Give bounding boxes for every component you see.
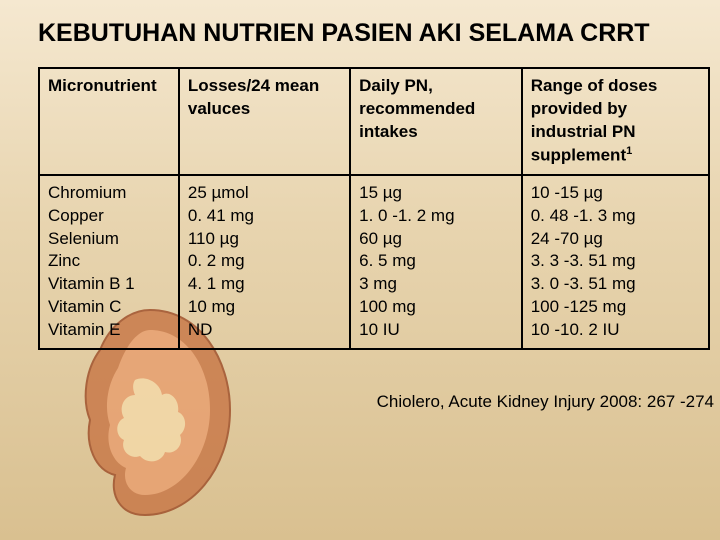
nutrient-table: Micronutrient Losses/24 mean valuces Dai… bbox=[38, 67, 710, 350]
header-daily-pn: Daily PN, recommended intakes bbox=[350, 68, 522, 174]
cell-micronutrient: ChromiumCopperSeleniumZincVitamin B 1Vit… bbox=[39, 175, 179, 350]
header-losses: Losses/24 mean valuces bbox=[179, 68, 350, 174]
cell-daily-pn: 15 µg1. 0 -1. 2 mg60 µg6. 5 mg3 mg100 mg… bbox=[350, 175, 522, 350]
table-header-row: Micronutrient Losses/24 mean valuces Dai… bbox=[39, 68, 709, 174]
citation-text: Chiolero, Acute Kidney Injury 2008: 267 … bbox=[377, 392, 714, 412]
slide-title: KEBUTUHAN NUTRIEN PASIEN AKI SELAMA CRRT bbox=[38, 18, 696, 49]
table-data-row: ChromiumCopperSeleniumZincVitamin B 1Vit… bbox=[39, 175, 709, 350]
header-micronutrient: Micronutrient bbox=[39, 68, 179, 174]
cell-range: 10 -15 µg0. 48 -1. 3 mg24 -70 µg3. 3 -3.… bbox=[522, 175, 709, 350]
cell-losses: 25 µmol0. 41 mg110 µg0. 2 mg4. 1 mg10 mg… bbox=[179, 175, 350, 350]
header-range: Range of doses provided by industrial PN… bbox=[522, 68, 709, 174]
